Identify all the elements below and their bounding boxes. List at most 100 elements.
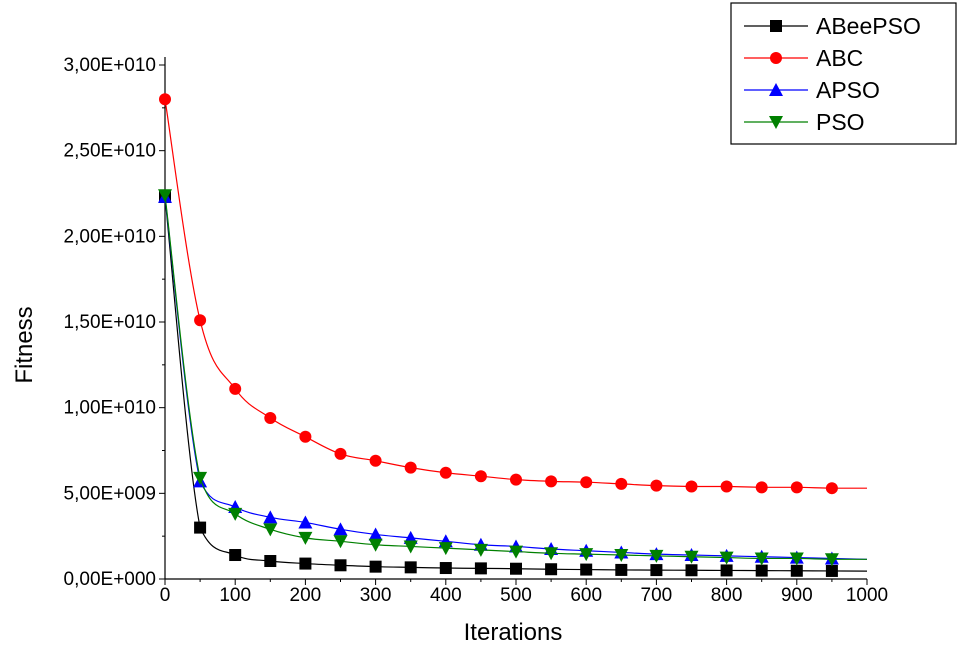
data-point bbox=[404, 561, 417, 574]
x-tick-label: 800 bbox=[711, 585, 743, 606]
x-tick-label: 400 bbox=[430, 585, 462, 606]
data-point bbox=[369, 454, 382, 467]
data-point bbox=[545, 563, 558, 576]
data-point bbox=[264, 411, 277, 424]
data-point bbox=[474, 470, 487, 483]
data-point bbox=[650, 564, 663, 577]
data-point bbox=[439, 466, 452, 479]
data-point bbox=[228, 507, 243, 521]
data-point bbox=[544, 547, 559, 561]
y-tick-label: 1,50E+010 bbox=[64, 312, 156, 333]
data-point bbox=[299, 557, 312, 570]
data-point bbox=[159, 93, 171, 106]
data-point bbox=[474, 562, 487, 575]
data-point bbox=[334, 559, 347, 572]
data-point bbox=[684, 550, 699, 564]
x-axis-title: Iterations bbox=[464, 619, 563, 646]
data-point bbox=[369, 560, 382, 573]
data-point bbox=[333, 535, 348, 549]
data-point bbox=[614, 549, 629, 563]
data-point bbox=[719, 551, 734, 565]
data-point bbox=[615, 477, 628, 490]
data-point bbox=[368, 527, 383, 541]
data-point bbox=[825, 482, 838, 495]
y-tick-label: 5,00E+009 bbox=[64, 483, 156, 504]
y-tick-label: 2,00E+010 bbox=[64, 226, 156, 247]
series-PSO bbox=[158, 189, 867, 567]
data-point bbox=[229, 549, 242, 562]
data-point bbox=[789, 552, 804, 566]
data-point bbox=[264, 555, 277, 568]
data-point bbox=[368, 538, 383, 552]
series-line bbox=[164, 196, 868, 560]
data-point bbox=[579, 548, 594, 562]
data-point bbox=[755, 564, 768, 577]
data-point bbox=[510, 562, 522, 575]
series-ABC bbox=[159, 93, 867, 495]
series-ABeePSO bbox=[159, 190, 868, 577]
data-point bbox=[263, 523, 278, 537]
data-point bbox=[229, 382, 242, 395]
data-point bbox=[755, 481, 768, 494]
data-point bbox=[403, 540, 418, 554]
series-layer bbox=[158, 93, 868, 577]
x-tick-label: 600 bbox=[570, 585, 602, 606]
data-point bbox=[473, 543, 488, 557]
data-point bbox=[790, 481, 803, 494]
data-point bbox=[825, 564, 838, 577]
axes: 0 100 200 300 400 500 600 700 800 900 1000 0,00E+00… bbox=[64, 55, 889, 606]
series-line bbox=[164, 195, 867, 560]
legend-label: ABC bbox=[816, 45, 863, 71]
legend-label: APSO bbox=[816, 77, 880, 103]
data-point bbox=[194, 314, 207, 327]
y-tick-label: 3,00E+010 bbox=[64, 55, 156, 76]
data-point bbox=[333, 522, 348, 536]
series-line bbox=[164, 99, 867, 489]
data-point bbox=[824, 553, 839, 567]
series-APSO bbox=[158, 189, 868, 565]
data-point bbox=[193, 471, 208, 485]
x-tick-label: 300 bbox=[360, 585, 392, 606]
data-point bbox=[438, 542, 453, 556]
data-point bbox=[298, 515, 313, 529]
x-tick-label: 100 bbox=[219, 585, 251, 606]
y-axis-title: Fitness bbox=[11, 306, 38, 383]
data-point bbox=[298, 531, 313, 545]
legend-marker bbox=[769, 83, 783, 96]
legend-marker bbox=[769, 116, 783, 129]
x-tick-label: 500 bbox=[500, 585, 532, 606]
legend: ABeePSO ABC APSO PSO bbox=[730, 2, 957, 145]
data-point bbox=[720, 564, 733, 577]
y-tick-label: 2,50E+010 bbox=[64, 141, 156, 162]
series-line bbox=[164, 196, 868, 572]
x-tick-label: 0 bbox=[160, 585, 171, 606]
x-tick-label: 1000 bbox=[846, 585, 888, 606]
data-point bbox=[263, 510, 278, 524]
data-point bbox=[685, 564, 698, 577]
data-point bbox=[510, 473, 522, 486]
y-tick-label: 0,00E+000 bbox=[64, 569, 156, 590]
data-point bbox=[790, 564, 803, 577]
x-tick-label: 900 bbox=[781, 585, 813, 606]
x-tick-label: 700 bbox=[641, 585, 673, 606]
x-tick-label: 200 bbox=[290, 585, 322, 606]
data-point bbox=[299, 430, 312, 443]
data-point bbox=[649, 549, 664, 563]
data-point bbox=[404, 461, 417, 474]
data-point bbox=[509, 545, 523, 559]
legend-marker bbox=[770, 52, 782, 64]
legend-label: PSO bbox=[816, 109, 865, 135]
legend-label: ABeePSO bbox=[816, 13, 921, 39]
data-point bbox=[580, 476, 593, 489]
data-point bbox=[615, 563, 628, 576]
y-tick-label: 1,00E+010 bbox=[64, 398, 156, 419]
data-point bbox=[720, 480, 733, 493]
data-point bbox=[754, 552, 769, 566]
data-point bbox=[158, 189, 172, 203]
data-point bbox=[545, 475, 558, 488]
data-point bbox=[334, 447, 347, 460]
data-point bbox=[650, 479, 663, 492]
data-point bbox=[439, 562, 452, 575]
data-point bbox=[685, 480, 698, 493]
